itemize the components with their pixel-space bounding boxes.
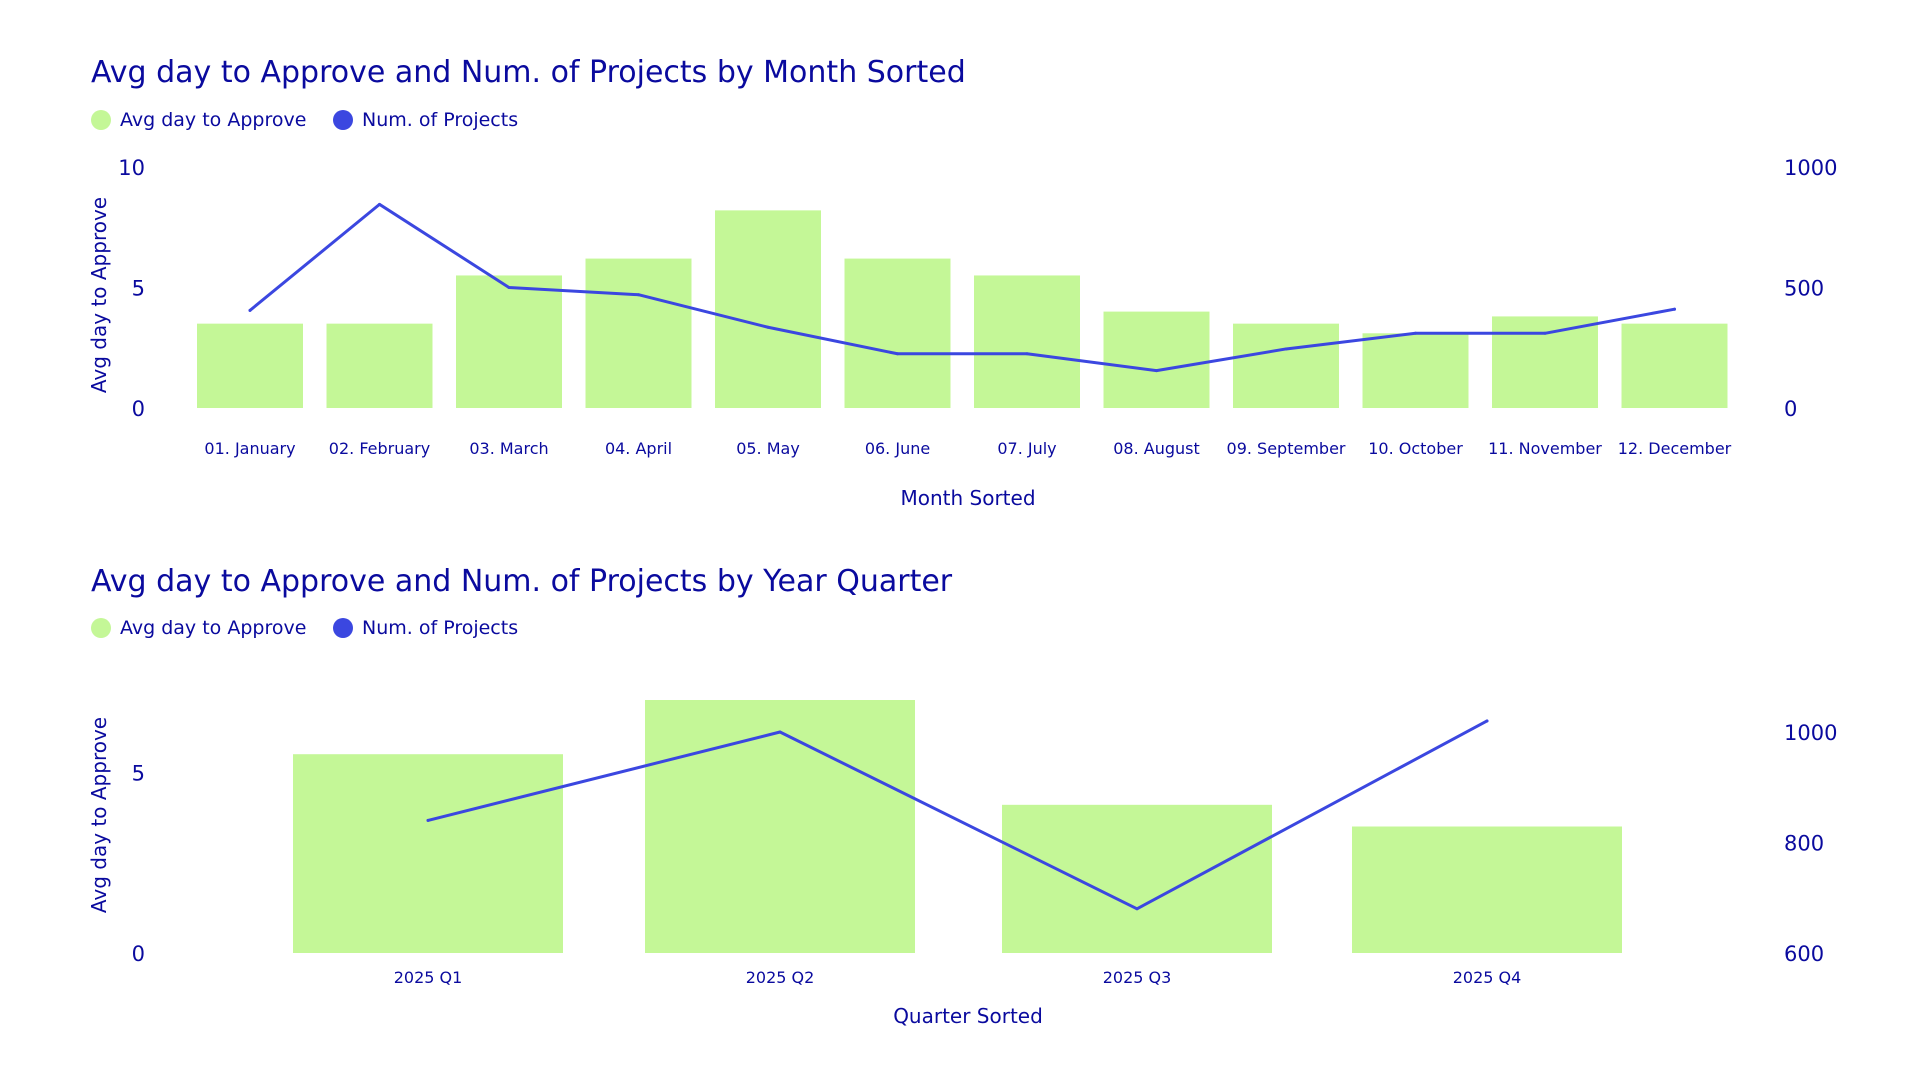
bar-4 [585, 258, 692, 408]
right-tick-label: 1000 [1784, 156, 1837, 180]
category-label: 09. September [1227, 439, 1346, 458]
category-label: 2025 Q2 [746, 968, 815, 987]
line-point-2 [778, 730, 782, 734]
category-label: 05. May [736, 439, 800, 458]
bar-12 [1621, 323, 1728, 408]
left-tick-label: 5 [132, 761, 145, 785]
bar-11 [1492, 316, 1598, 408]
category-label: 02. February [329, 439, 430, 458]
line-series-projects [248, 202, 1676, 373]
y-axis-title: Avg day to Approve [87, 717, 111, 913]
line-point-1 [426, 818, 430, 822]
left-tick-label: 0 [132, 942, 145, 966]
chart-title: Avg day to Approve and Num. of Projects … [91, 564, 953, 599]
category-label: 06. June [865, 439, 930, 458]
left-tick-label: 10 [118, 156, 145, 180]
legend-swatch-bar [91, 618, 111, 638]
category-label: 01. January [204, 439, 295, 458]
bar-5 [715, 210, 821, 408]
line-point-5 [766, 325, 770, 329]
category-label: 04. April [605, 439, 672, 458]
bar-7 [974, 275, 1080, 408]
bar-1 [293, 754, 563, 953]
bar-10 [1362, 333, 1469, 408]
category-label: 03. March [469, 439, 548, 458]
line-series-projects [426, 719, 1489, 911]
legend-label: Num. of Projects [362, 109, 518, 131]
legend-swatch-line [333, 618, 353, 638]
category-label: 11. November [1488, 439, 1602, 458]
chart-title: Avg day to Approve and Num. of Projects … [91, 55, 966, 90]
line-point-11 [1543, 331, 1547, 335]
left-tick-label: 5 [132, 277, 145, 301]
left-tick-label: 0 [132, 397, 145, 421]
bar-9 [1233, 323, 1339, 408]
line-point-8 [1155, 369, 1158, 373]
bar-4 [1352, 826, 1622, 953]
x-axis-title: Month Sorted [900, 486, 1035, 510]
line-point-2 [378, 202, 381, 206]
right-tick-label: 600 [1784, 942, 1824, 966]
line-point-10 [1414, 331, 1417, 335]
line-point-4 [637, 293, 640, 297]
x-axis-title: Quarter Sorted [893, 1004, 1043, 1028]
y-axis-title: Avg day to Approve [87, 197, 111, 393]
category-label: 10. October [1368, 439, 1463, 458]
legend-swatch-line [333, 110, 353, 130]
bar-2 [645, 700, 915, 953]
legend-label: Num. of Projects [362, 617, 518, 639]
right-tick-label: 1000 [1784, 721, 1837, 745]
bar-3 [456, 275, 562, 408]
line-point-6 [896, 352, 899, 356]
line-point-4 [1485, 719, 1489, 723]
category-label: 07. July [997, 439, 1056, 458]
line-point-3 [507, 286, 511, 289]
bar-3 [1002, 804, 1272, 953]
line-point-7 [1025, 352, 1029, 356]
category-label: 12. December [1618, 439, 1732, 458]
bar-8 [1103, 311, 1210, 408]
bar-1 [197, 323, 303, 408]
line-point-12 [1673, 307, 1676, 311]
legend-label: Avg day to Approve [120, 109, 306, 131]
right-tick-label: 500 [1784, 277, 1824, 301]
line-point-9 [1284, 347, 1288, 351]
category-label: 2025 Q3 [1103, 968, 1172, 987]
right-tick-label: 800 [1784, 832, 1824, 856]
bar-2 [326, 323, 433, 408]
right-tick-label: 0 [1784, 397, 1797, 421]
legend-label: Avg day to Approve [120, 617, 306, 639]
line-point-1 [248, 308, 252, 312]
category-label: 2025 Q1 [394, 968, 463, 987]
bar-6 [844, 258, 951, 408]
line-point-3 [1135, 907, 1139, 911]
category-label: 2025 Q4 [1453, 968, 1522, 987]
legend-swatch-bar [91, 110, 111, 130]
category-label: 08. August [1113, 439, 1200, 458]
